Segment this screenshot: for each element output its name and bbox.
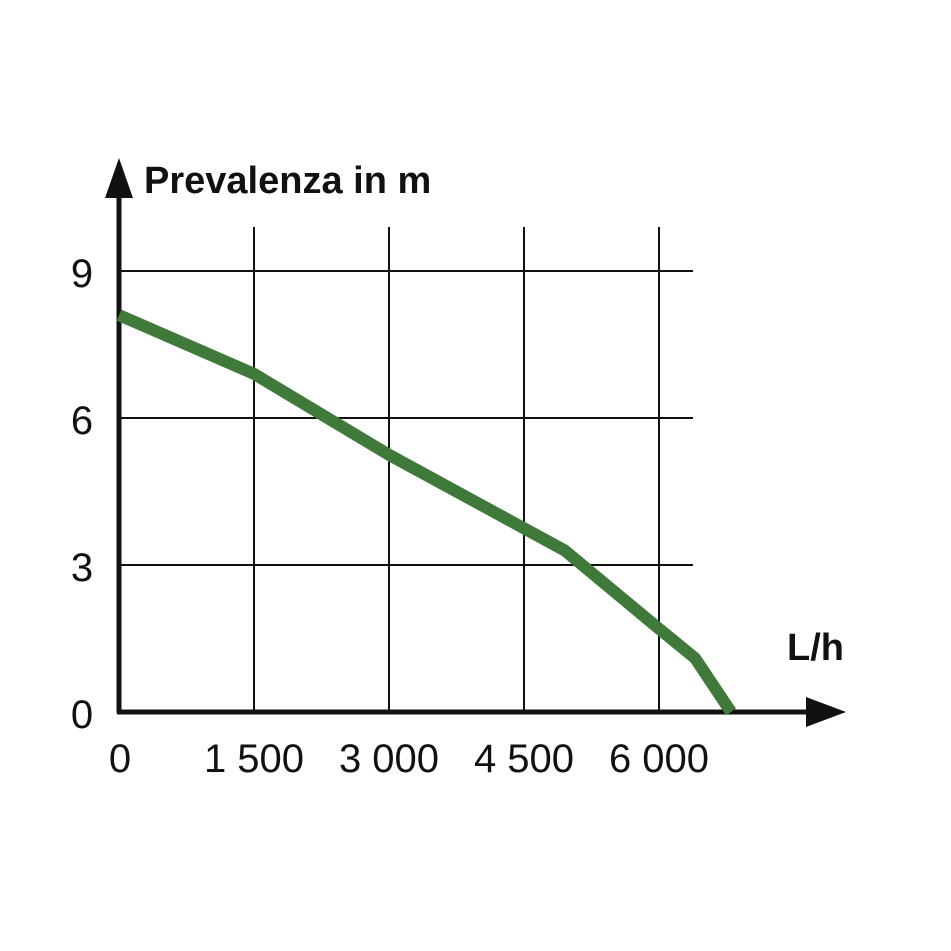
- axes: [105, 158, 846, 727]
- x-tick-label: 4 500: [474, 737, 574, 781]
- x-tick-label: 6 000: [609, 737, 709, 781]
- y-tick-label: 0: [71, 693, 93, 737]
- x-tick-label: 3 000: [339, 737, 439, 781]
- y-tick-label: 9: [71, 252, 93, 296]
- y-tick-label: 3: [71, 546, 93, 590]
- x-axis-label: L/h: [787, 627, 844, 669]
- x-axis-arrow: [806, 697, 846, 727]
- tick-labels: 0 1 500 3 000 4 500 6 000 0 3 6 9: [71, 252, 709, 781]
- y-tick-label: 6: [71, 399, 93, 443]
- series-layer: [116, 309, 736, 716]
- x-tick-label: 0: [109, 737, 131, 781]
- x-tick-label: 1 500: [204, 737, 304, 781]
- y-axis-arrow: [105, 158, 133, 198]
- y-axis-label: Prevalenza in m: [144, 160, 431, 202]
- series-line: [116, 309, 736, 716]
